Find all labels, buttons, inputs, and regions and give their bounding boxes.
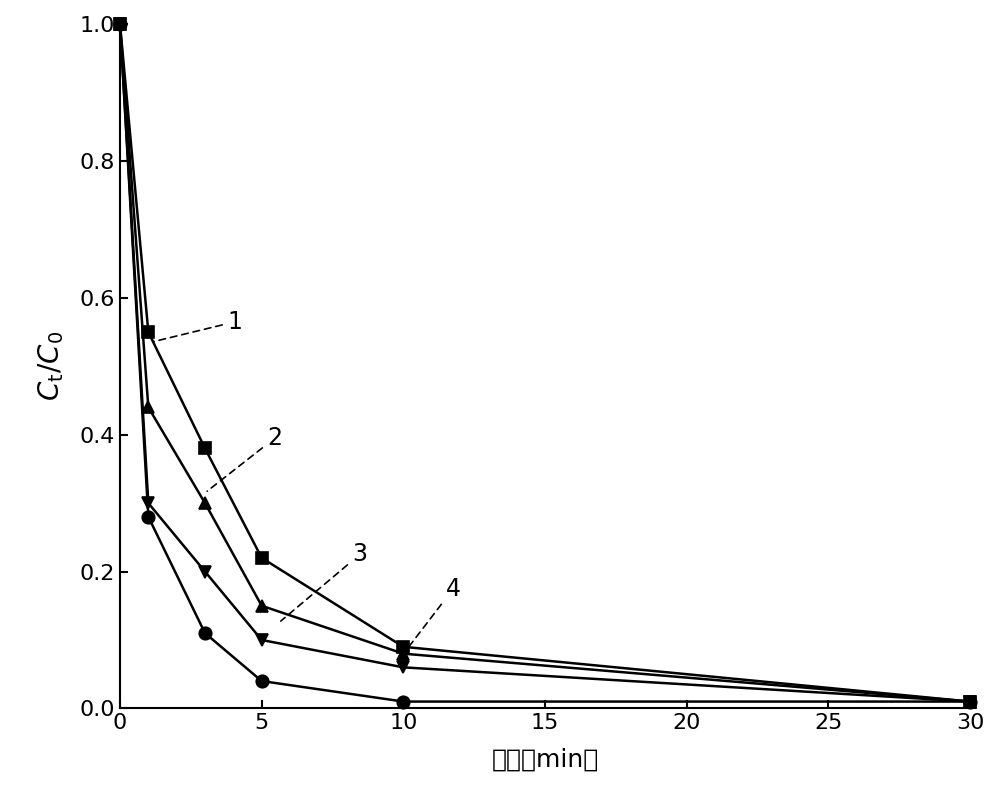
Text: 2: 2: [207, 426, 282, 491]
Text: 1: 1: [153, 310, 243, 341]
Text: 4: 4: [408, 576, 461, 648]
Y-axis label: $\it{C}$$_\mathrm{t}$/$\it{C}$$_0$: $\it{C}$$_\mathrm{t}$/$\it{C}$$_0$: [36, 331, 66, 402]
X-axis label: 时间（min）: 时间（min）: [491, 747, 599, 771]
Text: 3: 3: [281, 543, 367, 621]
